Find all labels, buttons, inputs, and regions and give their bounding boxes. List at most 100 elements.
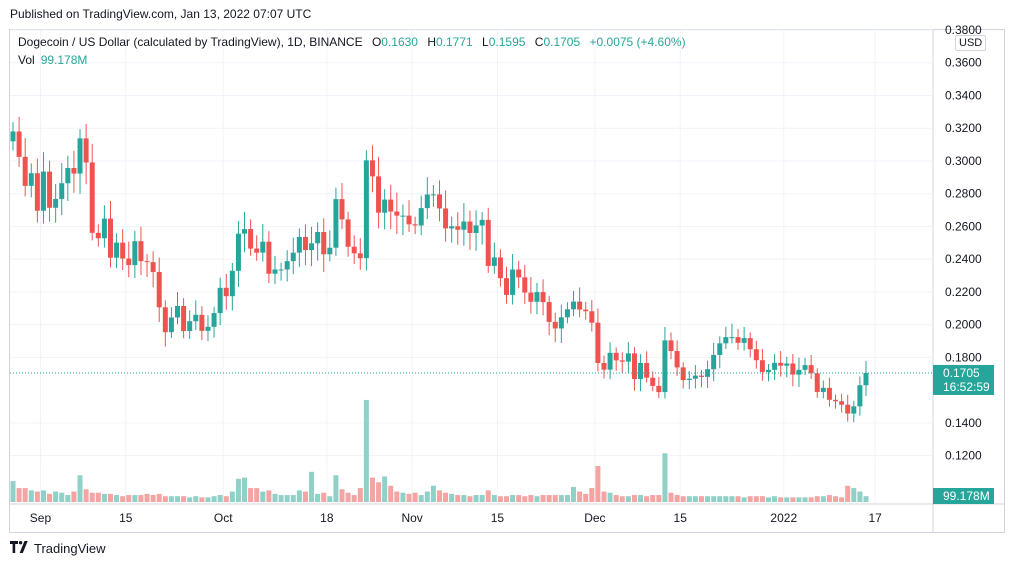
volume-bar [473,495,479,502]
candle-body [607,352,613,370]
volume-legend: Vol 99.178M [18,53,87,67]
candle-body [223,287,229,297]
candle-body [394,211,400,216]
volume-bar [290,495,296,502]
x-tick-label: 15 [491,511,505,525]
volume-bar [107,493,113,502]
high-value: 0.1771 [436,35,473,49]
volume-bar [296,490,302,502]
candle-body [631,353,637,380]
volume-bar [83,489,89,502]
volume-bar [302,491,308,502]
volume-bar [217,495,223,502]
candle-body [638,362,644,380]
volume-bar [595,466,601,502]
volume-bar [278,495,284,502]
candle-body [765,369,771,372]
candle-body [650,377,656,386]
candle-body [790,363,796,375]
volume-bar [485,490,491,502]
volume-bar [193,496,199,502]
candle-body [814,373,820,392]
volume-bar [260,491,266,502]
volume-bar [22,488,28,502]
open-label: O [371,35,382,49]
volume-bar [723,496,729,502]
candle-body [808,365,814,374]
volume-bar [327,496,333,502]
volume-bar [47,493,53,502]
volume-bar [430,485,436,502]
volume-bar [863,496,869,502]
candle-body [851,406,857,414]
y-tick-label: 0.1800 [945,350,982,364]
volume-bar [686,496,692,502]
volume-bar [467,496,473,502]
volume-bar [400,492,406,502]
candle-body [284,261,290,270]
candle-body [278,269,284,271]
low-label: L [482,35,489,49]
candle-body [443,208,449,229]
y-tick-label: 0.3800 [945,23,982,37]
close-value: 0.1705 [543,35,581,49]
candle-body [674,351,680,368]
candle-body [528,292,534,302]
volume-bar [802,497,808,502]
volume-bar [747,496,753,502]
candle-body [473,225,479,233]
volume-bar [650,495,656,502]
volume-bar [619,496,625,502]
volume-bar [71,491,77,502]
y-tick-label: 0.2800 [945,187,982,201]
candle-body [619,360,625,362]
candle-body [114,242,120,258]
candle-body [296,236,302,253]
candle-body [662,340,668,393]
candle-body [34,173,40,211]
volume-bar [857,491,863,502]
volume-bar [28,490,34,502]
y-tick-label: 0.3400 [945,88,982,102]
candle-body [644,362,650,378]
last-volume-label: 99.178M [943,489,990,503]
candle-body [595,322,601,363]
candle-body [558,317,564,329]
volume-bar [772,496,778,502]
candle-body [175,306,181,318]
volume-bar [10,481,16,502]
candle-body [181,306,187,332]
y-tick-label: 0.1400 [945,416,982,430]
candle-body [668,340,674,352]
candle-body [144,261,150,263]
candle-body [260,241,266,253]
volume-bar [546,495,552,502]
volume-bar [571,486,577,502]
volume-bar [729,496,735,502]
candle-body [759,360,765,372]
candle-body [589,311,595,323]
x-tick-label: 15 [119,511,133,525]
volume-bar [254,488,260,502]
candle-body [571,301,577,310]
currency-badge[interactable]: USD [955,35,987,51]
candle-body [564,309,570,318]
y-tick-label: 0.1200 [945,449,982,463]
candle-body [613,352,619,361]
candle-body [449,226,455,229]
volume-bar [16,488,22,502]
volume-bar [351,495,357,502]
candle-body [290,252,296,262]
candle-body [784,363,790,366]
candle-body [315,232,321,244]
volume-bar [315,493,321,502]
candle-body [711,354,717,370]
volume-bar [820,496,826,502]
volume-bar [753,496,759,502]
published-caption: Published on TradingView.com, Jan 13, 20… [10,7,312,21]
candle-body [583,309,589,312]
volume-bar [680,496,686,502]
candle-body [412,224,418,226]
volume-bar [534,496,540,502]
